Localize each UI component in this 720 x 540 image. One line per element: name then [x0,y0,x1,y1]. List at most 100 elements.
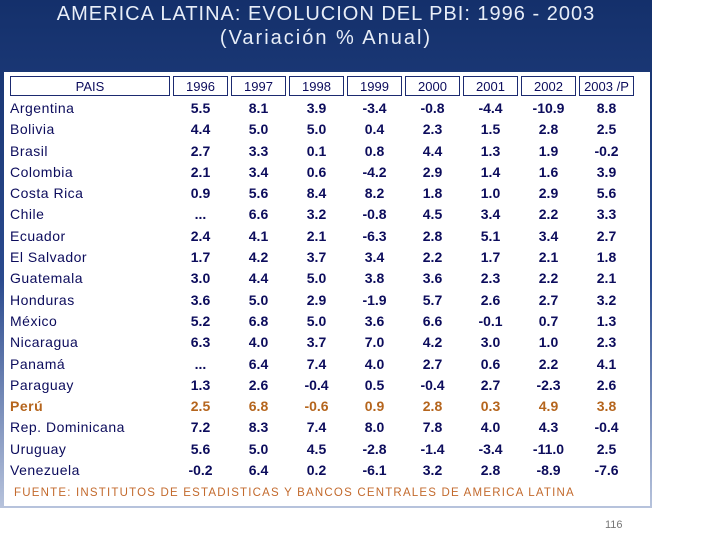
value-cell: 2.1 [306,227,327,244]
value-cell: 4.1 [248,227,269,244]
value-cell: -6.1 [362,462,387,479]
value-cell: 2.9 [422,163,443,180]
value-cell: -6.3 [362,227,387,244]
value-cell: 2.5 [596,440,617,457]
value-cell: 3.8 [596,398,617,415]
source-note: FUENTE: INSTITUTOS DE ESTADISTICAS Y BAN… [14,487,575,499]
value-cell: 6.4 [248,462,269,479]
value-cell: 8.4 [306,185,327,202]
country-cell: Colombia [10,163,74,180]
value-cell: 3.0 [190,270,211,287]
value-cell: 2.1 [538,249,559,266]
value-cell: 5.0 [306,312,327,329]
value-cell: 2.2 [538,206,559,223]
value-cell: -8.9 [536,462,561,479]
value-cell: 2.7 [538,291,559,308]
value-cell: 7.2 [190,419,211,436]
table-row: Perú 2.5 6.8 -0.6 0.9 2.8 0.3 4.9 3.8 [10,396,634,417]
value-cell: 7.0 [364,334,385,351]
table-panel: PAIS 1996 1997 1998 1999 2000 2001 2002 2003 /P … [4,72,650,506]
value-cell: 4.5 [422,206,443,223]
table-row: Bolivia 4.4 5.0 5.0 0.4 2.3 1.5 2.8 2.5 [10,119,634,140]
table-row: Nicaragua 6.3 4.0 3.7 7.0 4.2 3.0 1.0 2.3 [10,332,634,353]
value-cell: 3.4 [480,206,501,223]
value-cell: 5.5 [190,100,211,116]
value-cell: -4.4 [478,100,503,116]
value-cell: 6.4 [248,355,269,372]
slide-title: AMERICA LATINA: EVOLUCION DEL PBI: 1996 … [0,2,652,50]
value-cell: 2.7 [190,142,211,159]
value-cell: 3.9 [596,163,617,180]
table-row: México 5.2 6.8 5.0 3.6 6.6 -0.1 0.7 1.3 [10,311,634,332]
value-cell: 8.0 [364,419,385,436]
table-row: El Salvador 1.7 4.2 3.7 3.4 2.2 1.7 2.1 1.8 [10,247,634,268]
table-row: Argentina 5.5 8.1 3.9 -3.4 -0.8 -4.4 -10.9 8.8 [10,96,634,119]
value-cell: 1.7 [480,249,501,266]
value-cell: 5.0 [248,440,269,457]
value-cell: 3.4 [364,249,385,266]
gdp-table: PAIS 1996 1997 1998 1999 2000 2001 2002 2003 /P … [7,76,637,481]
value-cell: 1.9 [538,142,559,159]
value-cell: 0.9 [190,185,211,202]
table-row: Panamá... 6.4 7.4 4.0 2.7 0.6 2.2 4.1 [10,354,634,375]
value-cell: 4.1 [596,355,617,372]
value-cell: 4.4 [422,142,443,159]
value-cell: 1.4 [480,163,501,180]
value-cell: -10.9 [532,100,565,116]
country-cell: Nicaragua [10,334,79,351]
value-cell: 4.0 [248,334,269,351]
table-row: Paraguay 1.3 2.6 -0.4 0.5 -0.4 2.7 -2.3 2.6 [10,375,634,396]
value-cell: 1.3 [190,376,211,393]
table-row: Costa Rica 0.9 5.6 8.4 8.2 1.8 1.0 2.9 5.6 [10,183,634,204]
value-cell: 6.6 [422,312,443,329]
value-cell: -1.4 [420,440,445,457]
value-cell: 6.8 [248,398,269,415]
country-cell: Uruguay [10,440,67,457]
value-cell: -1.9 [362,291,387,308]
table-row: Rep. Dominicana 7.2 8.3 7.4 8.0 7.8 4.0 4.3 -0.4 [10,417,634,438]
value-cell: -0.6 [304,398,329,415]
value-cell: 2.3 [422,121,443,138]
value-cell: 4.4 [248,270,269,287]
value-cell: -2.3 [536,376,561,393]
value-cell: 1.8 [422,185,443,202]
value-cell: 5.2 [190,312,211,329]
value-cell: 3.6 [190,291,211,308]
value-cell: -11.0 [532,440,565,457]
column-header-year: 2000 [405,76,460,96]
country-cell: Perú [10,398,44,415]
value-cell: 5.6 [596,185,617,202]
column-header-country: PAIS [10,76,170,96]
value-cell: 3.9 [306,100,327,116]
value-cell: 2.8 [422,398,443,415]
value-cell: 2.6 [248,376,269,393]
value-cell: 8.3 [248,419,269,436]
value-cell: 7.8 [422,419,443,436]
value-cell: 2.9 [306,291,327,308]
table-row: Colombia 2.1 3.4 0.6 -4.2 2.9 1.4 1.6 3.9 [10,162,634,183]
value-cell: 2.4 [190,227,211,244]
table-row: Uruguay 5.6 5.0 4.5 -2.8 -1.4 -3.4 -11.0 2.5 [10,439,634,460]
value-cell: 2.7 [480,376,501,393]
value-cell: ... [194,355,207,372]
value-cell: 2.1 [190,163,211,180]
value-cell: 0.8 [364,142,385,159]
value-cell: 1.3 [480,142,501,159]
table-row: Guatemala 3.0 4.4 5.0 3.8 3.6 2.3 2.2 2.1 [10,268,634,289]
title-line-2: (Variación % Anual) [219,27,433,49]
column-header-year: 1998 [289,76,344,96]
country-cell: Chile [10,206,45,223]
column-header-year: 2001 [463,76,518,96]
country-cell: Rep. Dominicana [10,419,125,436]
value-cell: 0.5 [364,376,385,393]
value-cell: 0.1 [306,142,327,159]
value-cell: -4.2 [362,163,387,180]
value-cell: 0.4 [364,121,385,138]
value-cell: 3.3 [596,206,617,223]
value-cell: 2.7 [596,227,617,244]
column-header-year: 1997 [231,76,286,96]
value-cell: 0.2 [306,462,327,479]
value-cell: 2.3 [596,334,617,351]
value-cell: -3.4 [362,100,387,116]
value-cell: 3.8 [364,270,385,287]
